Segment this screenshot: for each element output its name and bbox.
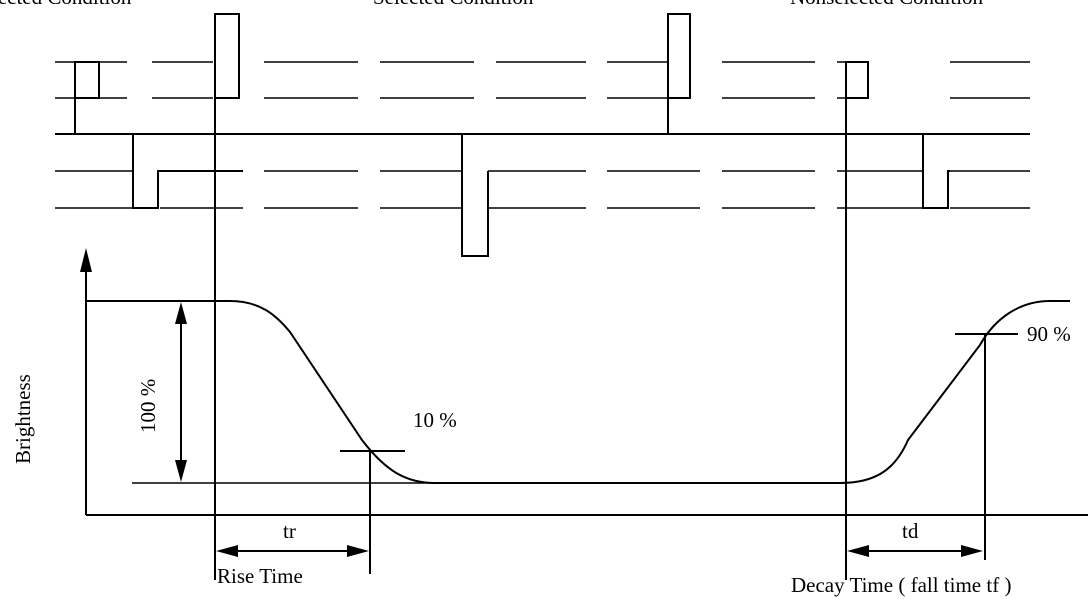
tr-label: tr xyxy=(283,519,296,543)
brightness-axis-label: Brightness xyxy=(11,374,35,464)
nonselected-condition-label-left: lected Condition xyxy=(0,0,132,9)
rise-time-label: Rise Time xyxy=(217,564,303,588)
ninety-percent-marker xyxy=(955,333,1018,560)
segment-pulse-left xyxy=(132,134,243,209)
decay-time-label: Decay Time ( fall time tf ) xyxy=(791,573,1011,597)
amplitude-arrow-down-icon xyxy=(175,460,187,482)
decay-arrow-right-icon xyxy=(961,545,983,557)
upper-dashed-levels xyxy=(55,61,1030,99)
selected-condition-label: Selected Condition xyxy=(373,0,534,9)
nonselected-condition-label-right: Nonselected Condition xyxy=(790,0,984,9)
y-axis-arrow-icon xyxy=(80,248,92,272)
amplitude-arrow-up-icon xyxy=(175,302,187,324)
brightness-curve xyxy=(86,300,1070,484)
percent-100-label: 100 % xyxy=(136,379,160,433)
segment-pulse-middle xyxy=(461,134,489,257)
segment-pulse-right xyxy=(922,134,950,209)
common-waveform xyxy=(55,13,1030,135)
percent-90-label: 90 % xyxy=(1027,322,1071,346)
td-label: td xyxy=(902,519,919,543)
common-pulse-right xyxy=(845,61,869,134)
rise-arrow-right-icon xyxy=(347,545,369,557)
rise-arrow-left-icon xyxy=(216,545,238,557)
ten-percent-marker xyxy=(340,450,405,574)
decay-arrow-left-icon xyxy=(847,545,869,557)
lower-dashed-levels xyxy=(55,170,1030,209)
percent-10-label: 10 % xyxy=(413,408,457,432)
